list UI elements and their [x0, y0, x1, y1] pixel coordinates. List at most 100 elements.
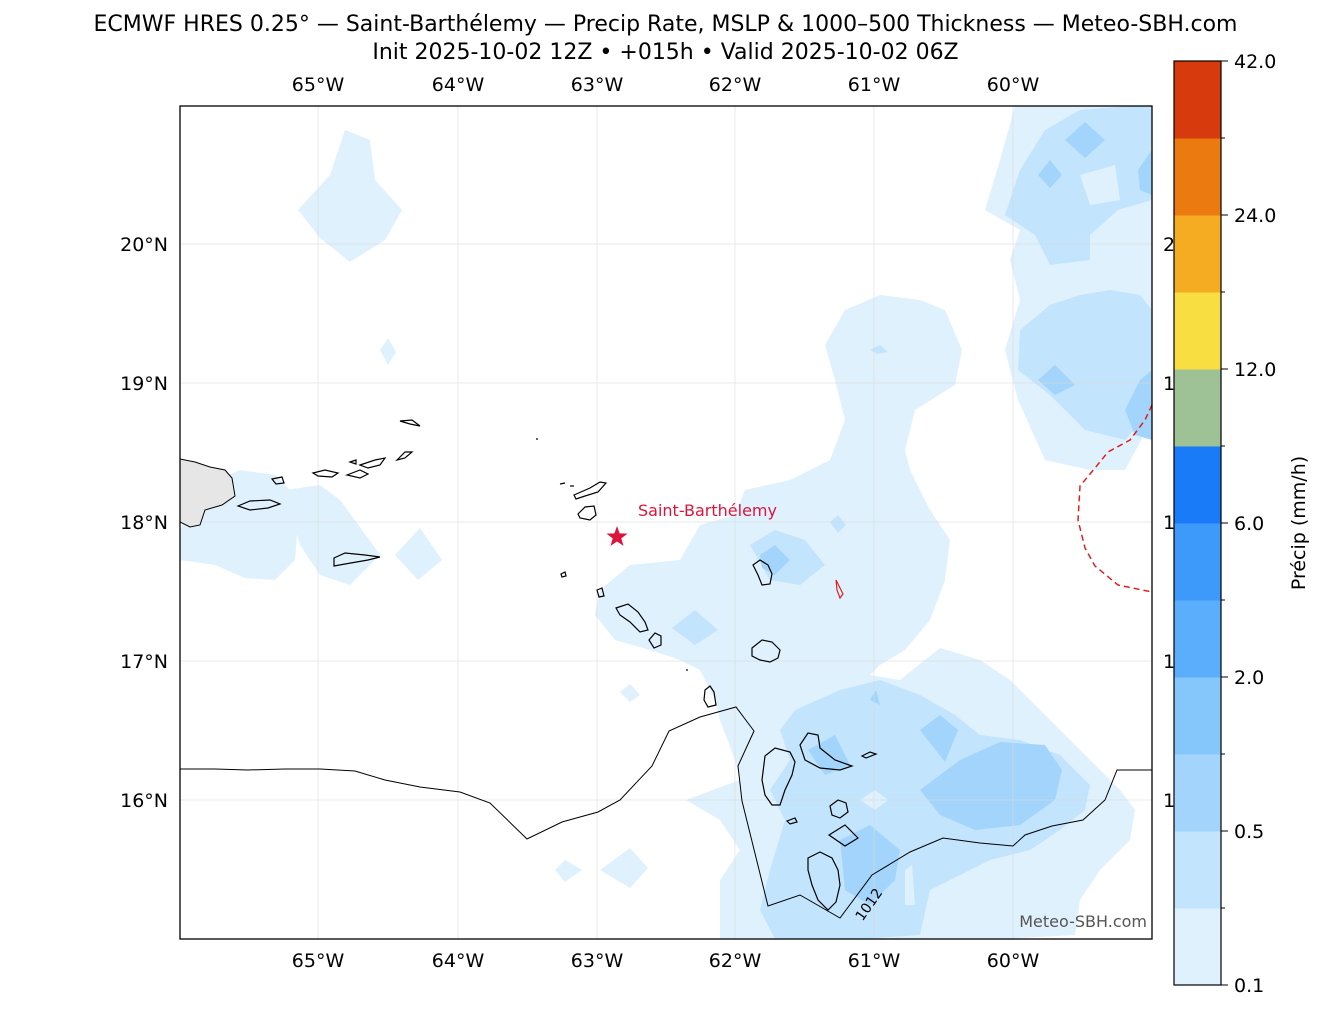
island-coast: [860, 751, 878, 759]
island-coast: [399, 419, 421, 427]
precip-area: [760, 545, 790, 575]
island-coast: [311, 469, 340, 478]
dominica-coast: [807, 851, 841, 911]
colorbar-segment: [1174, 61, 1221, 139]
colorbar-tick-label: 0.5: [1234, 821, 1264, 843]
colorbar-segment: [1174, 446, 1221, 524]
right-lat-label: 1: [1163, 512, 1175, 534]
island-coast: [829, 799, 849, 819]
map-subtitle: Init 2025-10-02 12Z • +015h • Valid 2025…: [372, 40, 959, 65]
precip-area: [870, 690, 880, 705]
lon-label: 61°W: [848, 74, 901, 96]
precip-area: [920, 715, 958, 762]
island-coast: [270, 476, 285, 485]
precip-area: [555, 860, 582, 882]
island-coast: [752, 559, 773, 586]
colorbar-segment: [1174, 138, 1221, 216]
lon-labels-bottom: 65°W 64°W 63°W 62°W 61°W 60°W: [292, 950, 1040, 972]
lat-label: 18°N: [120, 512, 168, 534]
island-coast: [333, 552, 381, 567]
lon-label: 60°W: [987, 74, 1040, 96]
right-lat-label: 2: [1163, 234, 1175, 256]
island-coast: [344, 469, 370, 479]
right-lat-labels: 2 1 1 1 1: [1163, 234, 1175, 812]
colorbar-tick-label: 6.0: [1234, 513, 1264, 535]
right-lat-label: 1: [1163, 790, 1175, 812]
island-coast: [559, 482, 566, 485]
island-coast: [577, 505, 597, 521]
colorbar: [1174, 61, 1221, 986]
right-lat-label: 1: [1163, 373, 1175, 395]
precip-gap: [905, 865, 915, 905]
colorbar-label: Précip (mm/h): [1288, 456, 1310, 590]
precip-area: [285, 485, 380, 585]
colorbar-segment: [1174, 523, 1221, 601]
colorbar-segment: [1174, 754, 1221, 832]
precip-area: [672, 610, 718, 645]
guadeloupe-coast: [799, 732, 854, 771]
precip-area: [1138, 150, 1152, 195]
right-lat-label: 1: [1163, 651, 1175, 673]
lon-label: 62°W: [709, 950, 762, 972]
isobar-1012: [180, 706, 1152, 919]
map-frame: [179, 105, 1153, 940]
thickness-contour: [1077, 404, 1152, 593]
precip-area: [1065, 122, 1105, 158]
lat-label: 20°N: [120, 234, 168, 256]
precip-area: [600, 848, 648, 888]
island-coast: [358, 457, 387, 469]
precip-area: [1038, 160, 1062, 188]
map-title: ECMWF HRES 0.25° — Saint-Barthélemy — Pr…: [93, 12, 1238, 37]
lon-label: 62°W: [709, 74, 762, 96]
precip-area: [298, 130, 402, 262]
colorbar-tick-labels: 42.0 24.0 12.0 6.0 2.0 0.5 0.1: [1234, 51, 1276, 997]
colorbar-tick-label: 42.0: [1234, 51, 1276, 73]
puerto-rico-coast: [180, 458, 236, 528]
colorbar-segment: [1174, 908, 1221, 986]
precip-area: [620, 684, 640, 702]
colorbar-segment: [1174, 215, 1221, 293]
island-coast: [835, 579, 844, 600]
lat-label: 17°N: [120, 651, 168, 673]
colorbar-tick-label: 12.0: [1234, 359, 1276, 381]
island-coast: [827, 824, 859, 847]
lon-label: 64°W: [432, 950, 485, 972]
lat-labels-left: 20°N 19°N 18°N 17°N 16°N: [120, 234, 168, 812]
island-coast: [236, 499, 282, 511]
island-coast: [573, 481, 608, 500]
island-coast: [615, 603, 649, 633]
lon-label: 63°W: [571, 74, 624, 96]
colorbar-tick-label: 0.1: [1234, 975, 1264, 997]
colorbar-segment: [1174, 677, 1221, 755]
guadeloupe-coast: [761, 747, 796, 806]
lon-label: 61°W: [848, 950, 901, 972]
island-coast: [751, 639, 781, 663]
precip-area: [840, 825, 900, 905]
island-coast: [703, 685, 717, 708]
lat-label: 19°N: [120, 373, 168, 395]
watermark: Meteo-SBH.com: [1019, 912, 1147, 931]
graticule: [180, 106, 1152, 939]
colorbar-segment: [1174, 600, 1221, 678]
colorbar-tick-label: 2.0: [1234, 667, 1264, 689]
precip-area: [380, 338, 396, 365]
marker-label: Saint-Barthélemy: [638, 501, 777, 520]
lon-labels-top: 65°W 64°W 63°W 62°W 61°W 60°W: [292, 74, 1040, 96]
precip-area: [1125, 370, 1152, 440]
island-coast: [785, 817, 798, 825]
lon-label: 60°W: [987, 950, 1040, 972]
lon-label: 64°W: [432, 74, 485, 96]
colorbar-segment: [1174, 292, 1221, 370]
saint-barthelemy-star-icon: [606, 526, 628, 546]
island-coast: [560, 571, 567, 578]
precip-area: [920, 742, 1062, 830]
island-coast: [348, 459, 357, 465]
coastlines: [236, 419, 878, 911]
lon-label: 65°W: [292, 74, 345, 96]
colorbar-tick-label: 24.0: [1234, 205, 1276, 227]
colorbar-ticks: [1221, 60, 1228, 986]
lon-label: 65°W: [292, 950, 345, 972]
precip-gap: [1080, 165, 1120, 205]
island-coast: [395, 451, 414, 462]
